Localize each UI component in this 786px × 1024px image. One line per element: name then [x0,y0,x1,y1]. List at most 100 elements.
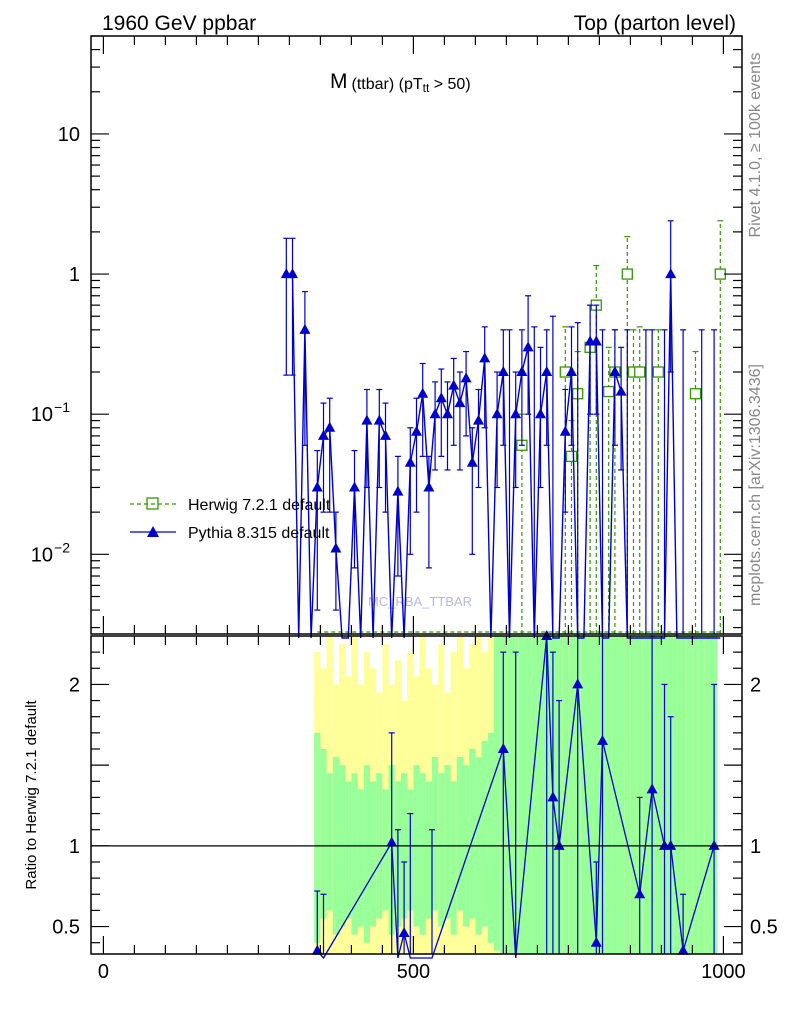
pythia-point [566,366,577,377]
ratio-band-green [655,636,662,954]
pythia-point [380,429,391,440]
pythia-point [541,366,553,377]
pythia-point [392,485,404,496]
ratio-band-green [686,636,693,954]
ratio-point [541,630,553,640]
ratio-band-green [605,636,612,954]
ratio-series-pythia [311,630,720,960]
ratio-ytick-label-left: 0.5 [52,917,80,939]
ratio-point [572,678,584,689]
ratio-ytick-label-right: 1 [750,836,761,858]
main-ytick-label: 10 [58,124,80,146]
ratio-ytick-label-right: 0.5 [750,917,778,939]
ratio-band-green [630,636,637,954]
ratio-point [646,783,658,794]
pythia-point [460,372,472,383]
legend-pythia-marker [147,526,159,537]
ratio-band-green [692,636,699,954]
ratio-band-green [444,765,451,919]
pythia-point [435,392,447,403]
ratio-point [553,839,565,850]
pythia-point [442,408,453,419]
ratio-band-green [494,636,501,951]
pythia-point [311,481,323,492]
ratio-point [398,927,410,938]
ratio-band-green [487,732,494,943]
pythia-point [497,366,509,377]
ratio-band-green [370,781,377,927]
ratio-band-green [425,781,432,919]
ratio-band-green [698,636,705,954]
ratio-band-green [450,781,457,935]
ratio-band-green [568,636,575,954]
plot-title: M (ttbar) (pTtt > 50) [330,70,471,95]
main-frame [90,35,743,635]
pythia-point [299,323,311,334]
main-ytick-label: 1 [69,264,80,286]
pythia-point [417,387,429,398]
side-label-mcplots: mcplots.cern.ch [arXiv:1306.3436] [747,364,764,606]
ratio-band-green [593,636,600,954]
legend: Herwig 7.2.1 default Pythia 8.315 defaul… [130,497,331,542]
main-ytick-label: 10−2 [31,539,70,566]
pythia-point [330,542,342,553]
ratio-point [634,888,646,899]
pythia-point [349,481,360,492]
ratio-point [386,836,398,847]
legend-pythia-label: Pythia 8.315 default [188,525,330,542]
xtick-label: 500 [397,961,430,983]
ratio-band-green [357,789,364,927]
ratio-band-green [704,636,711,954]
ratio-band-green [680,636,687,954]
herwig-point [603,385,615,398]
pythia-point [373,414,385,425]
ratio-band-green [580,636,587,954]
ratio-point [497,742,509,753]
ratio-band-green [531,636,538,954]
herwig-point [689,388,702,400]
ratio-frame [90,635,743,955]
pythia-point [454,397,466,408]
herwig-point [621,268,633,280]
plot-title-rest: (ttbar) (pT [352,76,423,93]
pythia-point [429,408,441,419]
plot-title-tail: > 50) [429,76,470,93]
pythia-point [516,366,528,377]
ratio-band-green [624,636,631,954]
ratio-band-green [320,748,327,919]
ratio-band-green [326,773,333,911]
ratio-band-green [432,757,439,911]
plot-title-sub: tt [423,81,430,95]
pythia-point [510,408,522,419]
ratio-band-green [469,748,476,919]
ratio-band-green [537,636,544,954]
ratio-ytick-label-right: 2 [750,674,761,696]
ratio-ylabel: Ratio to Herwig 7.2.1 default [23,700,40,890]
axes: 10 1 10−1 10−2 0.5 0.5 1 1 2 2 0 500 1000 [31,35,778,983]
xtick-label: 1000 [701,961,746,983]
ratio-point [547,791,559,802]
pythia-point [287,268,298,279]
legend-herwig-label: Herwig 7.2.1 default [188,497,331,514]
pythia-point [590,335,602,346]
pythia-point [324,421,336,432]
header-right: Top (parton level) [574,12,736,35]
pythia-point [448,379,460,390]
ratio-point [677,944,689,955]
main-ytick-label: 10−1 [31,399,70,426]
pythia-point [466,456,478,467]
series-pythia [280,220,721,639]
pythia-point [491,408,503,419]
legend-herwig-marker [146,497,159,510]
ratio-band-green [363,765,370,943]
ratio-point [665,839,677,850]
ratio-band-green [382,789,389,911]
ratio-band-green [525,636,532,954]
header-left: 1960 GeV ppbar [102,12,256,35]
ratio-band-green [314,732,321,943]
herwig-point [714,268,726,280]
ratio-point [708,839,720,850]
pythia-point [423,481,435,492]
plot-title-main: M [330,70,348,93]
ratio-band-green [351,773,358,935]
